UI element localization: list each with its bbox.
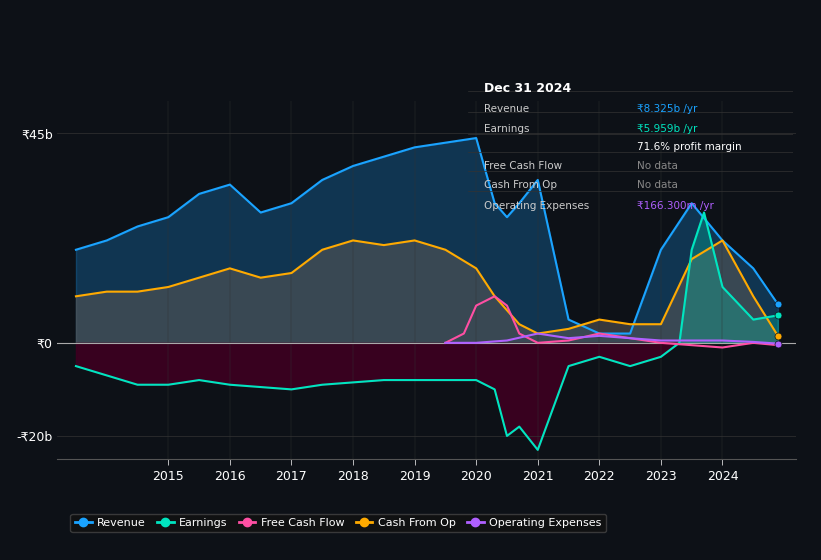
Legend: Revenue, Earnings, Free Cash Flow, Cash From Op, Operating Expenses: Revenue, Earnings, Free Cash Flow, Cash … <box>71 514 606 533</box>
